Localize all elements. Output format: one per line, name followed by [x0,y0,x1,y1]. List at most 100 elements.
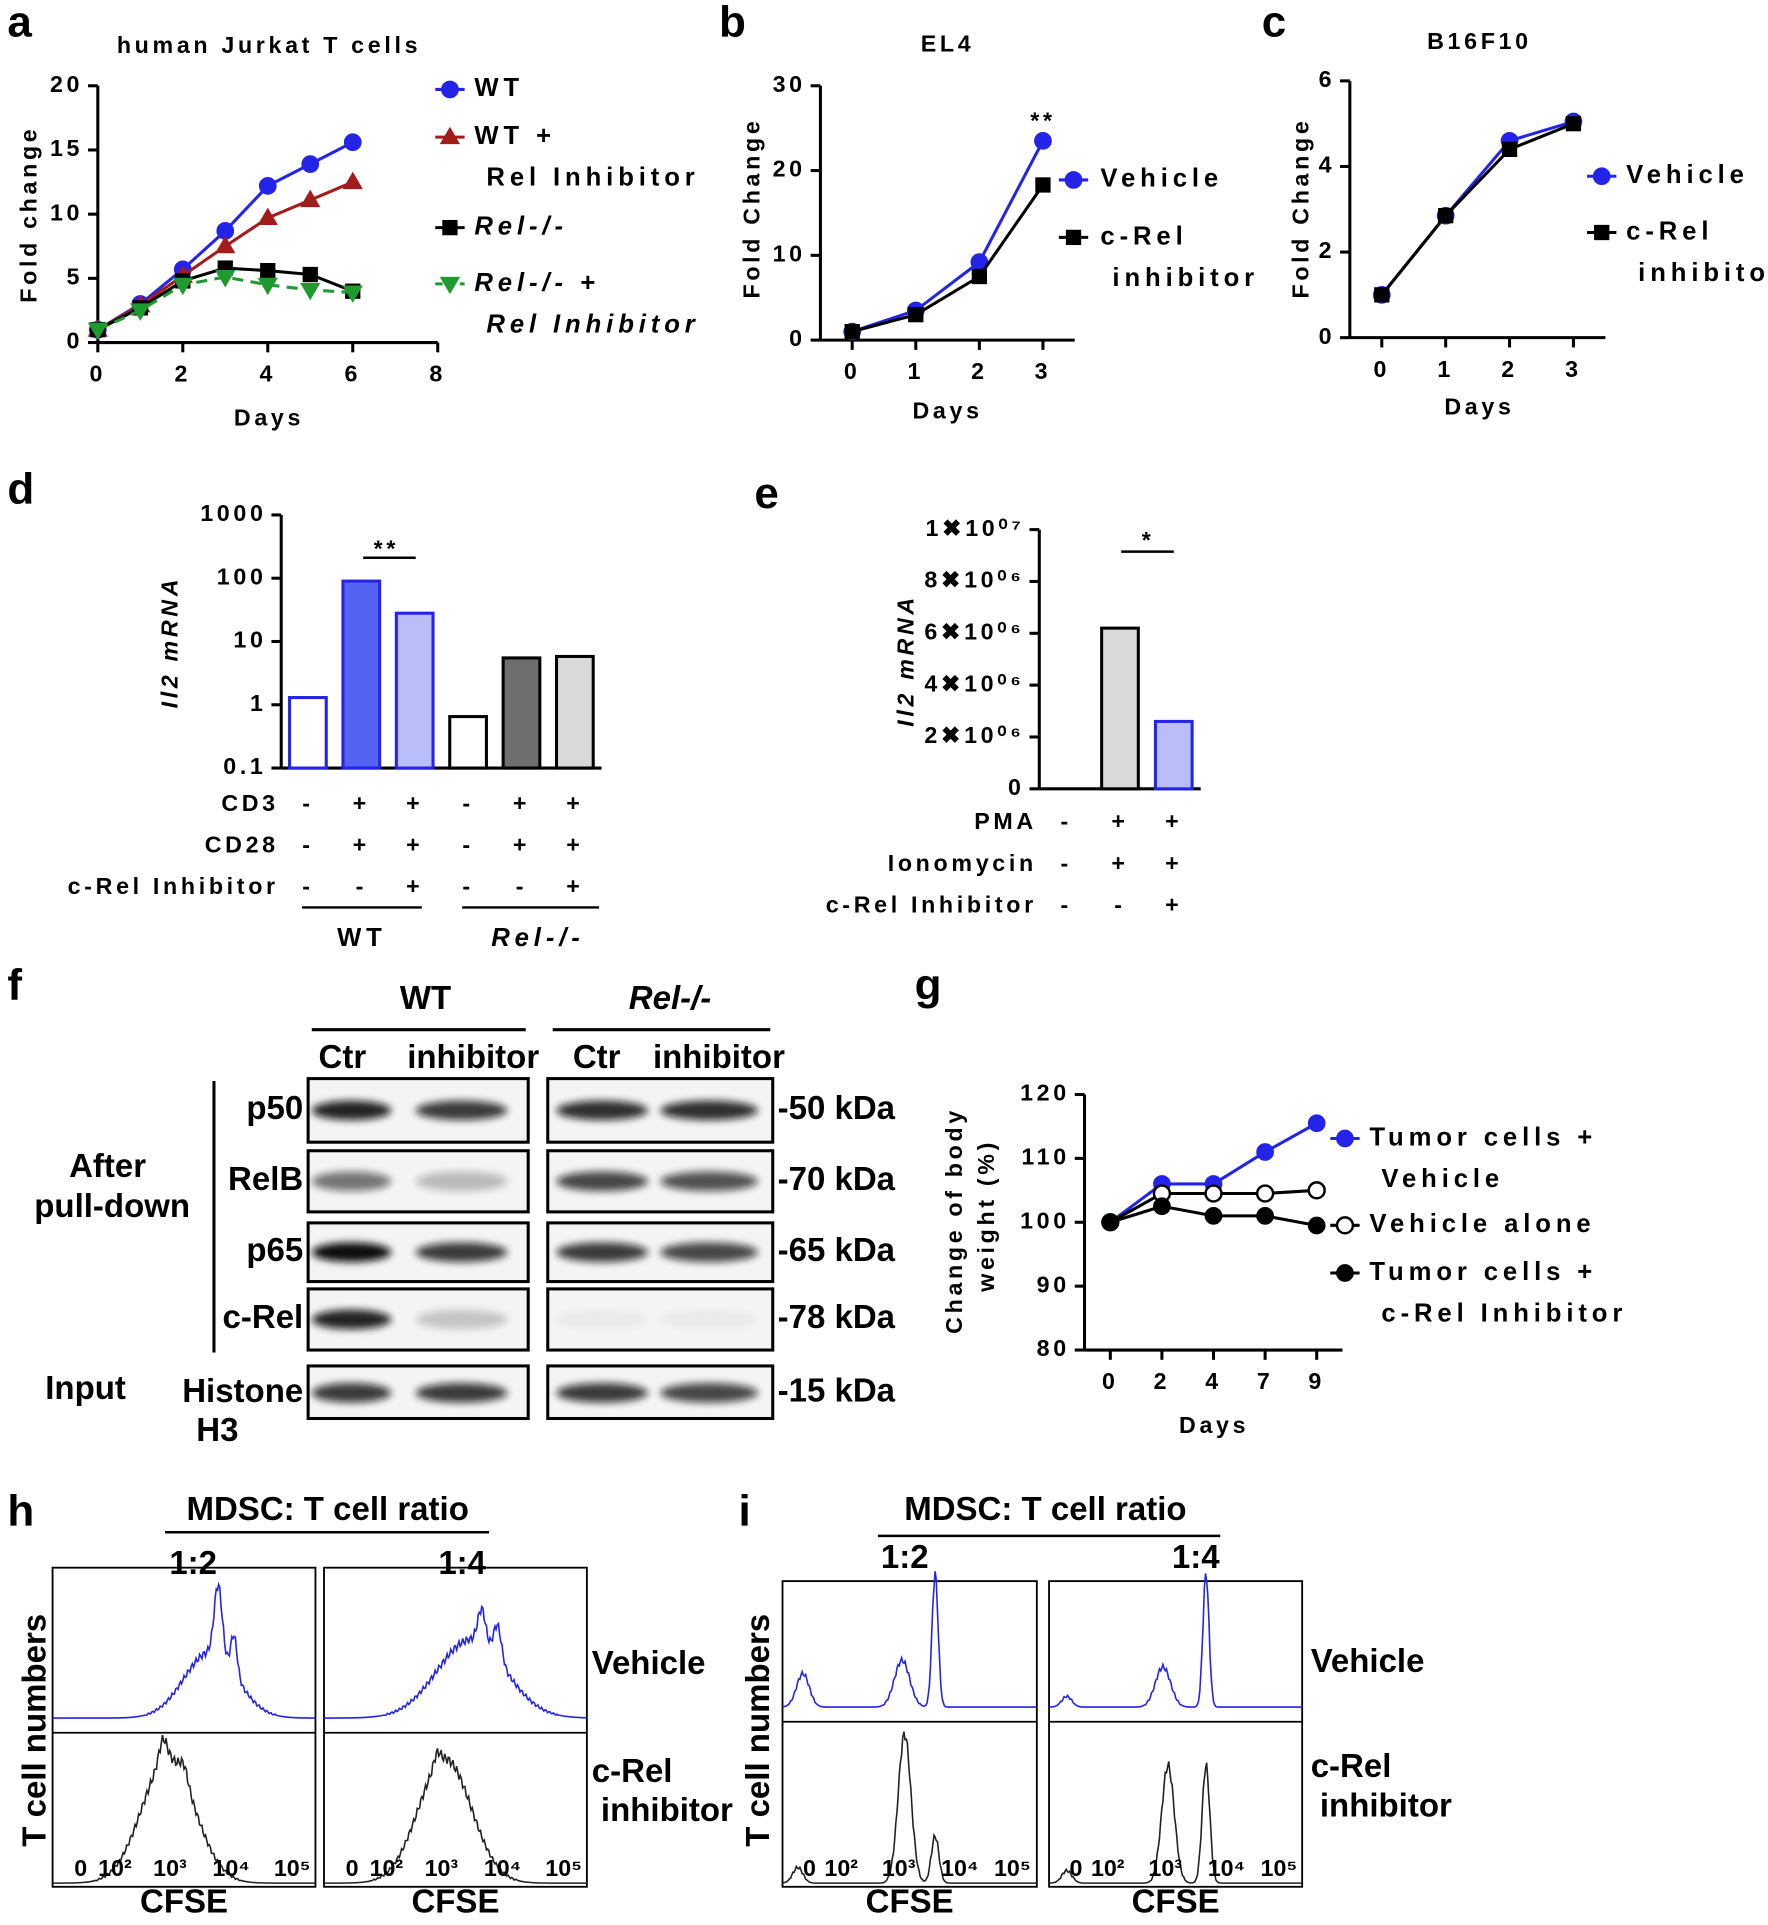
condition-label: c-Rel inhibitor [1311,1747,1452,1823]
marker [844,323,860,340]
blot-band [415,1100,508,1121]
chart-title: human Jurkat T cells [117,32,421,58]
condition-value: - [302,831,313,857]
group-label: WT [337,924,387,952]
condition-value: + [513,790,530,816]
group-label: Rel-/- [629,979,712,1016]
bar [501,656,542,770]
marker [215,270,236,288]
condition-label: CD3 [221,790,278,816]
marker [301,155,320,173]
y-tick-label: 2 [1319,237,1336,263]
y-tick-label: 20 [50,71,83,97]
y-tick-label: 2✖10⁰⁶ [924,722,1024,748]
y-axis-label: Fold Change [1287,118,1313,299]
histogram-curve [324,1748,587,1884]
legend-marker [442,219,458,236]
y-axis-label: Fold change [16,126,42,303]
x-axis-label: CFSE [1132,1883,1220,1920]
group-label: Rel-/- [491,924,585,952]
condition-value: + [566,790,583,816]
lane-label: Ctr [319,1038,367,1075]
marker [1307,1181,1326,1200]
x-tick-label: 10³ [153,1855,187,1881]
x-tick-label: 0 [1070,1855,1083,1881]
y-tick-label: 10 [773,240,806,266]
legend-label: Tumor cells + Vehicle [1369,1123,1597,1193]
x-axis-label: CFSE [411,1883,499,1920]
y-tick-label: 1000 [200,500,266,526]
marker [87,322,108,341]
histogram-box [1048,1580,1304,1888]
y-axis-label: Il2 mRNA [892,594,918,727]
legend-marker [441,80,459,99]
marker [300,282,321,301]
condition-label: Vehicle [1311,1642,1425,1679]
condition-value: + [406,873,423,899]
histogram-curve [52,1734,316,1884]
y-tick-label: 120 [1020,1080,1070,1106]
x-tick-label: 2 [174,361,191,387]
condition-value: + [1165,850,1182,876]
condition-value: - [462,831,473,857]
x-tick-label: 10² [1091,1855,1125,1881]
bar [288,696,328,770]
condition-value: + [1111,850,1128,876]
x-tick-label: 10² [98,1855,132,1881]
group-label: WT [400,979,451,1016]
x-axis-label: Days [234,405,304,431]
panel-label: e [754,469,778,518]
blot-band [415,1309,508,1330]
size-label: -78 kDa [778,1298,896,1335]
x-tick-label: 10⁴ [1208,1855,1245,1881]
blot-band [556,1309,649,1330]
marker [1204,1207,1223,1225]
blot-band [556,1100,649,1121]
condition-value: - [516,873,527,899]
condition-value: + [353,790,370,816]
x-tick-label: 10³ [882,1855,916,1881]
x-axis-label: Days [1444,394,1514,420]
marker [1307,1114,1326,1133]
x-tick-label: 7 [1257,1368,1274,1394]
blot-band [415,1242,508,1263]
blot-band [556,1383,649,1403]
x-axis-label: CFSE [140,1883,228,1920]
x-tick-label: 3 [1035,358,1052,384]
ratio-label: 1:4 [1172,1538,1220,1575]
bar [341,579,382,770]
condition-label: c-Rel Inhibitor [826,891,1037,917]
condition-value: + [353,831,370,857]
y-tick-label: 90 [1037,1271,1070,1297]
marker [1438,208,1454,224]
x-tick-label: 10⁴ [212,1855,249,1881]
y-tick-label: 5 [67,263,84,289]
x-tick-label: 10² [370,1855,404,1881]
x-tick-label: 10⁵ [545,1855,582,1881]
x-axis-label: CFSE [866,1883,954,1920]
legend-marker [1336,1264,1354,1282]
ratio-label: 1:4 [438,1544,486,1581]
histogram-curve [1049,1761,1303,1884]
x-tick-label: 0 [346,1855,359,1881]
annotation: ** [374,536,399,562]
y-tick-label: 4 [1319,152,1336,178]
y-axis-label: T cell numbers [739,1614,776,1847]
section-label: Input [45,1369,126,1406]
legend-label: Rel-/- + Rel Inhibitor [474,269,699,339]
condition-label: Ionomycin [888,850,1037,876]
annotation: ** [1030,108,1055,134]
y-tick-label: 110 [1021,1144,1069,1170]
x-tick-label: 10² [824,1855,858,1881]
row-label: p50 [246,1089,303,1126]
legend-marker [1336,1129,1354,1148]
condition-value: - [1060,891,1071,917]
marker [1256,1207,1274,1225]
legend-label: Vehicle alone [1369,1210,1595,1238]
flow-title: MDSC: T cell ratio [186,1490,468,1527]
condition-value: + [1111,808,1128,834]
x-tick-label: 0 [844,358,861,384]
marker [130,303,151,321]
x-tick-label: 10⁵ [1261,1855,1298,1881]
x-axis-label: Days [1179,1412,1249,1438]
